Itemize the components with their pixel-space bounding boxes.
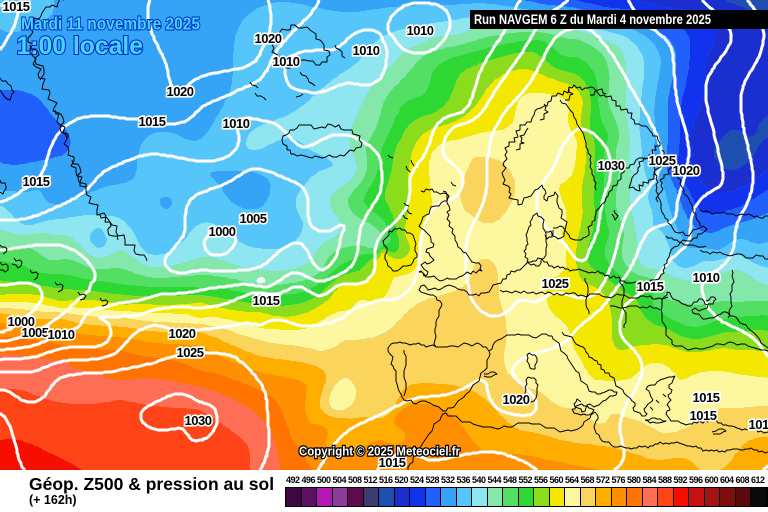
svg-text:1005: 1005 <box>22 325 49 340</box>
svg-text:1010: 1010 <box>223 116 250 131</box>
svg-text:1010: 1010 <box>48 327 75 342</box>
svg-text:1015: 1015 <box>253 293 280 308</box>
svg-text:1020: 1020 <box>673 163 700 178</box>
svg-text:1015: 1015 <box>637 279 664 294</box>
svg-text:1010: 1010 <box>353 43 380 58</box>
svg-text:1030: 1030 <box>185 413 212 428</box>
svg-text:1010: 1010 <box>407 23 434 38</box>
svg-text:1025: 1025 <box>177 345 204 360</box>
svg-text:1020: 1020 <box>169 326 196 341</box>
svg-text:1015: 1015 <box>3 0 30 14</box>
svg-text:1015: 1015 <box>690 408 717 423</box>
svg-text:1020: 1020 <box>503 392 530 407</box>
svg-text:1010: 1010 <box>273 54 300 69</box>
svg-text:1025: 1025 <box>542 276 569 291</box>
svg-text:1015: 1015 <box>749 417 768 432</box>
svg-text:1020: 1020 <box>255 31 282 46</box>
svg-text:1025: 1025 <box>649 153 676 168</box>
svg-text:1010: 1010 <box>693 270 720 285</box>
svg-text:Run NAVGEM 6 Z du Mardi 4 nove: Run NAVGEM 6 Z du Mardi 4 novembre 2025 <box>474 11 711 27</box>
svg-text:1020: 1020 <box>167 84 194 99</box>
svg-text:Copyright © 2025 Meteociel.fr: Copyright © 2025 Meteociel.fr <box>299 445 460 459</box>
svg-text:1015: 1015 <box>379 455 406 470</box>
svg-text:Mardi 11 novembre 2025: Mardi 11 novembre 2025 <box>21 14 200 34</box>
svg-text:1:00 locale: 1:00 locale <box>17 32 144 60</box>
svg-text:1000: 1000 <box>8 314 35 329</box>
svg-text:1005: 1005 <box>240 211 267 226</box>
svg-text:1000: 1000 <box>209 224 236 239</box>
svg-text:1015: 1015 <box>23 174 50 189</box>
svg-text:1030: 1030 <box>598 158 625 173</box>
svg-text:1015: 1015 <box>693 390 720 405</box>
svg-text:1015: 1015 <box>139 114 166 129</box>
